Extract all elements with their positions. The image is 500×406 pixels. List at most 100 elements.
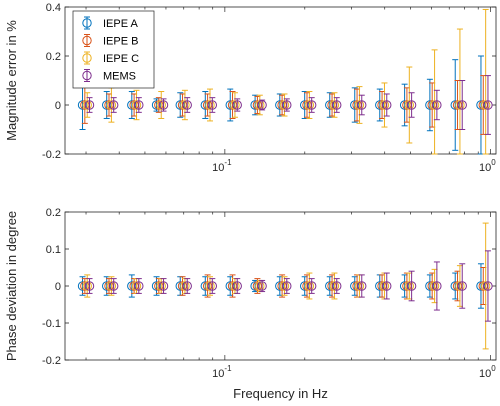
data-point (432, 281, 442, 291)
data-point (106, 100, 117, 110)
data-point (327, 281, 337, 291)
series-iepe-c (82, 222, 491, 350)
data-point (357, 100, 367, 110)
x-tick-exponent: 0 (491, 364, 496, 373)
data-point (131, 281, 142, 291)
data-point (483, 281, 493, 291)
x-axis-title: Frequency in Hz (233, 386, 328, 401)
x-tick-base: 10 (212, 162, 224, 174)
data-point (306, 281, 317, 291)
data-point (354, 281, 365, 291)
data-point (207, 281, 217, 291)
legend-label: IEPE C (103, 53, 139, 65)
x-tick-exponent: 0 (491, 158, 496, 167)
data-point (304, 281, 315, 291)
legend-marker-circle (82, 70, 92, 81)
data-point (131, 100, 142, 110)
legend-label: IEPE B (103, 36, 138, 48)
data-point (483, 100, 493, 110)
y-axis-title: Phase deviation in degree (4, 211, 19, 361)
data-point (151, 100, 162, 110)
data-point (425, 281, 435, 291)
data-point (156, 281, 166, 291)
data-point (357, 281, 367, 291)
data-point (158, 281, 169, 291)
data-point (158, 100, 169, 110)
x-tick-label: 100 (479, 364, 496, 380)
data-point (182, 100, 192, 110)
series-mems (84, 75, 493, 135)
data-point (332, 281, 342, 291)
data-point (450, 100, 460, 110)
data-point (255, 100, 265, 110)
data-point (109, 281, 119, 291)
data-point (82, 100, 92, 110)
data-point (352, 100, 362, 110)
data-point (457, 281, 467, 291)
data-point (379, 281, 390, 291)
data-point (279, 100, 290, 110)
data-point (84, 100, 95, 110)
y-tick-label: -0.2 (42, 149, 61, 161)
data-point (279, 281, 290, 291)
y-tick-label: -0.1 (42, 318, 61, 330)
data-point (84, 281, 95, 291)
data-point (205, 100, 215, 110)
data-point (399, 100, 410, 110)
x-tick-base: 10 (212, 368, 224, 380)
data-point (277, 100, 287, 110)
data-point (106, 281, 117, 291)
data-point (205, 281, 215, 291)
data-point (354, 100, 365, 110)
data-point (429, 100, 440, 110)
data-point (182, 281, 192, 291)
data-point (327, 100, 337, 110)
data-point (457, 100, 467, 110)
y-tick-label: 0 (55, 100, 61, 112)
data-point (180, 100, 190, 110)
data-point (406, 281, 417, 291)
data-point (302, 100, 312, 110)
data-point (425, 100, 435, 110)
data-point (375, 281, 385, 291)
data-point (282, 100, 292, 110)
y-tick-label: 0 (55, 281, 61, 293)
series-iepe-a (77, 55, 486, 155)
data-point (332, 100, 342, 110)
y-axis-title: Magnitude error in % (4, 20, 19, 141)
data-point (478, 100, 488, 110)
data-point (329, 100, 340, 110)
data-point (478, 281, 488, 291)
data-point (379, 100, 390, 110)
data-point (151, 281, 162, 291)
axes-box (64, 6, 497, 155)
data-point (257, 100, 267, 110)
data-point (375, 100, 385, 110)
x-tick-base: 10 (479, 368, 491, 380)
data-point (82, 281, 92, 291)
data-point (352, 281, 362, 291)
y-tick-label: 0.2 (46, 51, 61, 63)
y-tick-label: 0.1 (46, 244, 61, 256)
data-point (429, 281, 440, 291)
x-tick-exponent: -1 (224, 158, 232, 167)
data-point (306, 100, 317, 110)
data-point (134, 281, 144, 291)
data-point (404, 281, 415, 291)
x-tick-label: 100 (479, 158, 496, 174)
data-point (382, 281, 392, 291)
data-point (404, 100, 415, 110)
data-point (109, 100, 119, 110)
data-point (207, 100, 217, 110)
data-point (304, 100, 315, 110)
data-point (232, 281, 242, 291)
data-point (455, 281, 465, 291)
data-point (480, 100, 491, 110)
x-tick-label: 10-1 (212, 158, 232, 174)
data-point (232, 100, 242, 110)
data-point (455, 100, 465, 110)
data-point (302, 281, 312, 291)
